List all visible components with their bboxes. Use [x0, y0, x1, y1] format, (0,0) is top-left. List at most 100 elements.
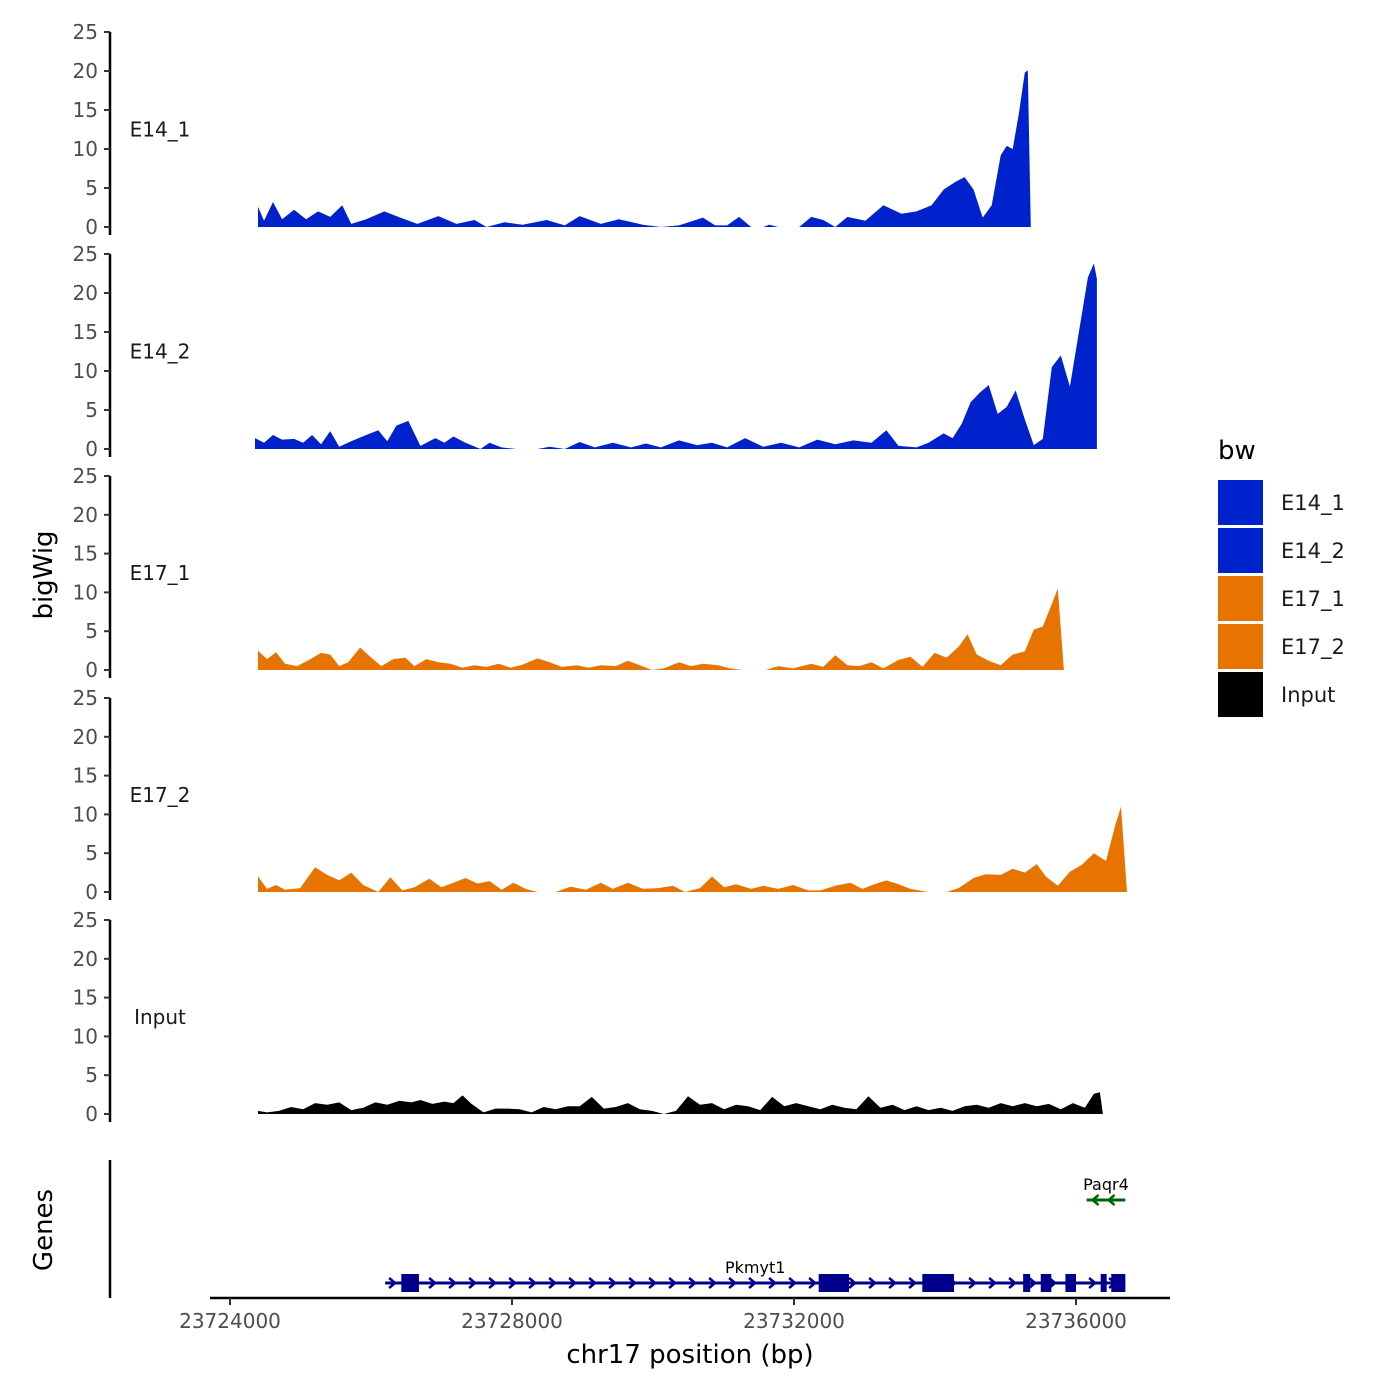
signal-area-E14_1 [258, 70, 1031, 227]
y-tick-label: 5 [85, 398, 98, 422]
strand-chevron [628, 1277, 638, 1289]
y-tick-label: 5 [85, 841, 98, 865]
exon-block [401, 1274, 419, 1292]
y-tick-label: 10 [73, 580, 98, 604]
signal-area-E17_1 [258, 588, 1064, 670]
y-tick-label: 15 [73, 320, 98, 344]
track-label-E14_2: E14_2 [130, 340, 191, 364]
track-panel-E17_2: 0 5 10 15 20 25 E17_2 [73, 686, 1127, 904]
exon-block [1111, 1274, 1126, 1292]
exon-block [1040, 1274, 1052, 1292]
y-tick-label: 5 [85, 176, 98, 200]
y-tick-label: 25 [73, 20, 98, 44]
y-tick-label: 5 [85, 619, 98, 643]
strand-chevron [908, 1277, 918, 1289]
legend-label-E14_1: E14_1 [1281, 491, 1345, 516]
legend-swatch-E17_1 [1218, 576, 1263, 621]
strand-chevron [848, 1277, 858, 1289]
track-panel-Input: 0 5 10 15 20 25 Input [73, 908, 1103, 1126]
strand-chevron [488, 1277, 498, 1289]
track-label-E14_1: E14_1 [130, 118, 191, 142]
strand-chevron [808, 1277, 818, 1289]
x-tick-label: 23728000 [461, 1309, 563, 1333]
x-axis: 23724000 23728000 23732000 23736000 [179, 1296, 1170, 1333]
strand-chevron [668, 1277, 678, 1289]
track-label-E17_1: E17_1 [130, 561, 191, 585]
strand-chevron [728, 1277, 738, 1289]
y-tick-label: 0 [85, 215, 98, 239]
y-tick-label: 20 [73, 59, 98, 83]
signal-area-E14_2 [255, 263, 1097, 449]
bigwig-panels: 0 5 10 15 20 25 E14_1 0 5 10 15 20 25 E14_2 0 5 10 15 20 25… [73, 20, 1127, 1126]
legend-label-E17_2: E17_2 [1281, 635, 1345, 660]
exon-block [818, 1274, 849, 1292]
x-tick-label: 23724000 [179, 1309, 281, 1333]
y-tick-label: 0 [85, 880, 98, 904]
legend-swatch-E14_2 [1218, 528, 1263, 573]
exon-block [1065, 1274, 1076, 1292]
gene-label-Pkmyt1: Pkmyt1 [725, 1258, 785, 1277]
signal-area-E17_2 [258, 806, 1127, 892]
strand-chevron [968, 1277, 978, 1289]
genes-panel: Pkmyt1 Paqr4 [108, 1160, 1129, 1298]
track-panel-E14_1: 0 5 10 15 20 25 E14_1 [73, 20, 1031, 239]
y-tick-label: 15 [73, 986, 98, 1010]
y-tick-label: 0 [85, 1102, 98, 1126]
strand-chevron [528, 1277, 538, 1289]
gene-Paqr4: Paqr4 [1083, 1175, 1129, 1206]
strand-chevron [468, 1277, 478, 1289]
y-tick-label: 20 [73, 503, 98, 527]
strand-chevron [788, 1277, 798, 1289]
gene-label-Paqr4: Paqr4 [1083, 1175, 1129, 1194]
x-tick-label: 23732000 [743, 1309, 845, 1333]
legend-swatch-E17_2 [1218, 624, 1263, 669]
strand-chevron [768, 1277, 778, 1289]
track-label-Input: Input [134, 1005, 186, 1029]
signal-area-Input [258, 1092, 1103, 1114]
legend-swatch-Input [1218, 672, 1263, 717]
y-tick-label: 15 [73, 764, 98, 788]
track-panel-E17_1: 0 5 10 15 20 25 E17_1 [73, 464, 1064, 682]
legend-label-E14_2: E14_2 [1281, 539, 1345, 564]
exon-block [1100, 1274, 1107, 1292]
y-tick-label: 25 [73, 242, 98, 266]
y-tick-label: 15 [73, 98, 98, 122]
strand-chevron [988, 1277, 998, 1289]
y-tick-label: 15 [73, 542, 98, 566]
strand-chevron [608, 1277, 618, 1289]
genes-axis-title: Genes [29, 1189, 59, 1271]
legend: bw E14_1 E14_2 E17_1 E17_2 Input [1218, 436, 1345, 717]
strand-chevron [1090, 1194, 1100, 1206]
legend-title: bw [1218, 436, 1256, 466]
strand-chevron [648, 1277, 658, 1289]
y-axis-title: bigWig [29, 530, 59, 619]
strand-chevron [888, 1277, 898, 1289]
strand-chevron [508, 1277, 518, 1289]
strand-chevron [588, 1277, 598, 1289]
strand-chevron [388, 1277, 398, 1289]
exon-block [1023, 1274, 1031, 1292]
x-tick-label: 23736000 [1025, 1309, 1127, 1333]
y-tick-label: 10 [73, 802, 98, 826]
y-tick-label: 20 [73, 725, 98, 749]
strand-chevron [1088, 1277, 1098, 1289]
strand-chevron [448, 1277, 458, 1289]
y-tick-label: 10 [73, 359, 98, 383]
legend-swatch-E14_1 [1218, 480, 1263, 525]
strand-chevron [748, 1277, 758, 1289]
strand-chevron [1008, 1277, 1018, 1289]
track-label-E17_2: E17_2 [130, 783, 191, 807]
y-tick-label: 25 [73, 686, 98, 710]
strand-chevron [688, 1277, 698, 1289]
y-tick-label: 10 [73, 1024, 98, 1048]
x-axis-title: chr17 position (bp) [566, 1340, 813, 1370]
y-tick-label: 25 [73, 908, 98, 932]
legend-label-E17_1: E17_1 [1281, 587, 1345, 612]
track-panel-E14_2: 0 5 10 15 20 25 E14_2 [73, 242, 1097, 461]
legend-label-Input: Input [1281, 683, 1335, 707]
exon-block [922, 1274, 955, 1292]
gene-Pkmyt1: Pkmyt1 [385, 1258, 1126, 1292]
strand-chevron [708, 1277, 718, 1289]
y-tick-label: 20 [73, 947, 98, 971]
